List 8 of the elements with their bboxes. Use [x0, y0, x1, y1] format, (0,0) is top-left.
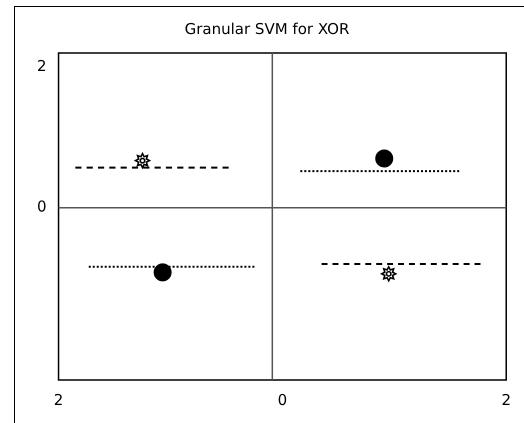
point: [134, 152, 150, 168]
x-tick-label: 2: [501, 390, 511, 409]
point: [375, 149, 394, 168]
point: [154, 263, 172, 282]
point: [380, 266, 397, 282]
chart-title: Granular SVM for XOR: [184, 20, 350, 38]
x-tick-label: 0: [278, 390, 288, 409]
x-tick-label: 2: [54, 390, 64, 409]
